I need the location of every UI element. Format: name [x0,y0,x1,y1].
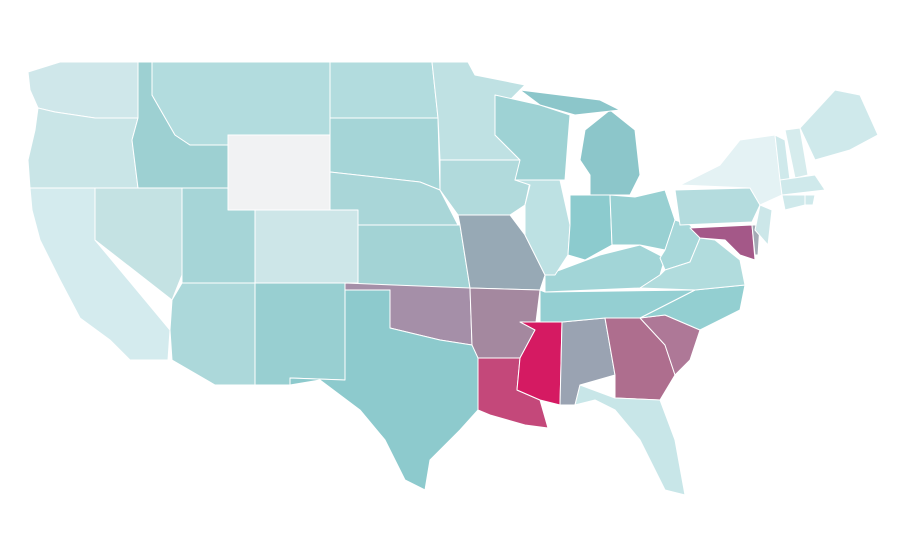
state [754,204,773,246]
state [151,61,331,146]
state [329,61,439,119]
state [779,174,826,196]
state [609,189,676,251]
state [799,89,879,161]
state [457,214,546,291]
state [357,224,471,289]
state [254,282,346,386]
state [519,89,621,116]
state [804,194,816,206]
state [539,289,696,323]
state [27,107,139,189]
state [574,384,686,496]
state [289,289,479,491]
state [781,194,806,211]
state [579,109,641,196]
state [227,134,331,211]
state [674,187,761,226]
state [784,127,809,179]
state [169,282,256,386]
state [639,237,746,291]
state [514,179,571,276]
state [254,209,359,284]
state [567,194,613,261]
state [439,159,531,216]
